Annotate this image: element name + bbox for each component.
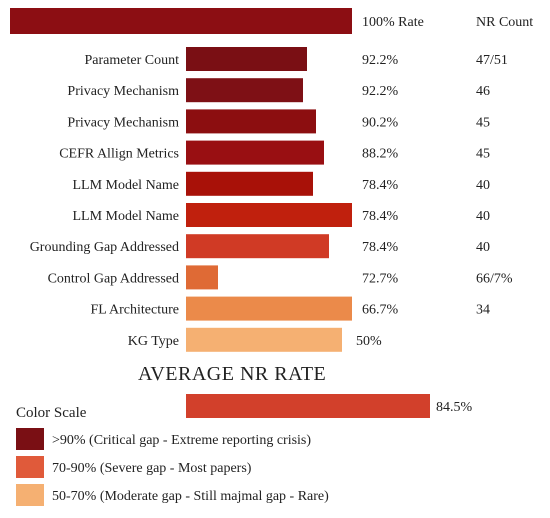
count-label: 47/51 (476, 53, 508, 68)
category-label: Grounding Gap Addressed (30, 240, 179, 255)
bar-row: LLM Model Name 78.4% 40 (72, 203, 490, 227)
bar (186, 172, 313, 196)
top-bar-group: 100% Rate NR Count (10, 8, 533, 34)
average-section: AVERAGE NR RATE 84.5% (138, 363, 473, 418)
average-bar (186, 394, 430, 418)
value-label: 92.2% (362, 84, 399, 99)
count-column-header: NR Count (476, 15, 533, 30)
category-label: Control Gap Addressed (48, 271, 179, 286)
legend-label: 70-90% (Severe gap - Most papers) (52, 461, 252, 476)
count-label: 40 (476, 240, 490, 255)
top-bar-label: 100% Rate (362, 15, 424, 30)
bar-row: KG Type 50% (128, 328, 382, 352)
count-label: 40 (476, 178, 490, 193)
value-label: 78.4% (362, 240, 399, 255)
value-label: 88.2% (362, 147, 399, 162)
legend-swatch (16, 428, 44, 450)
value-label: 92.2% (362, 53, 399, 68)
category-label: FL Architecture (90, 303, 179, 318)
bar-row: LLM Model Name 78.4% 40 (72, 172, 490, 196)
category-label: Parameter Count (85, 53, 180, 68)
legend-label: 50-70% (Moderate gap - Still majmal gap … (52, 489, 329, 504)
legend-swatch (16, 456, 44, 478)
top-rate-bar (10, 8, 352, 34)
color-scale-legend: Color Scale >90% (Critical gap - Extreme … (16, 405, 329, 506)
category-label: LLM Model Name (72, 209, 179, 224)
count-label: 66/7% (476, 271, 513, 286)
bar-rows: Parameter Count 92.2% 47/51 Privacy Mechani… (30, 47, 513, 352)
legend-swatch (16, 484, 44, 506)
bar-row: CEFR Allign Metrics 88.2% 45 (59, 141, 490, 165)
value-label: 72.7% (362, 271, 399, 286)
bar (186, 297, 352, 321)
count-label: 45 (476, 115, 490, 130)
legend-item: >90% (Critical gap - Extreme reporting c… (16, 428, 311, 450)
count-label: 45 (476, 147, 490, 162)
bar-row: Parameter Count 92.2% 47/51 (85, 47, 508, 71)
category-label: LLM Model Name (72, 178, 179, 193)
bar (186, 47, 307, 71)
value-label: 78.4% (362, 209, 399, 224)
value-label: 78.4% (362, 178, 399, 193)
legend-item: 70-90% (Severe gap - Most papers) (16, 456, 252, 478)
bar (186, 203, 352, 227)
bar (186, 265, 218, 289)
count-label: 46 (476, 84, 490, 99)
category-label: CEFR Allign Metrics (59, 147, 179, 162)
category-label: Privacy Mechanism (67, 115, 179, 130)
average-value-label: 84.5% (436, 400, 473, 415)
legend-label: >90% (Critical gap - Extreme reporting c… (52, 433, 311, 448)
value-label: 50% (356, 334, 382, 349)
bar-row: Privacy Mechanism 92.2% 46 (67, 78, 490, 102)
bar (186, 109, 316, 133)
legend-title: Color Scale (16, 405, 87, 421)
bar (186, 328, 342, 352)
count-label: 34 (476, 303, 490, 318)
bar-row: FL Architecture 66.7% 34 (90, 297, 490, 321)
bar-row: Grounding Gap Addressed 78.4% 40 (30, 234, 490, 258)
bar-row: Control Gap Addressed 72.7% 66/7% (48, 265, 513, 289)
value-label: 66.7% (362, 303, 399, 318)
bar-row: Privacy Mechanism 90.2% 45 (67, 109, 490, 133)
value-label: 90.2% (362, 115, 399, 130)
count-label: 40 (476, 209, 490, 224)
average-title: AVERAGE NR RATE (138, 363, 326, 385)
category-label: Privacy Mechanism (67, 84, 179, 99)
bar (186, 141, 324, 165)
bar (186, 78, 303, 102)
category-label: KG Type (128, 334, 179, 349)
bar (186, 234, 329, 258)
legend-item: 50-70% (Moderate gap - Still majmal gap … (16, 484, 329, 506)
